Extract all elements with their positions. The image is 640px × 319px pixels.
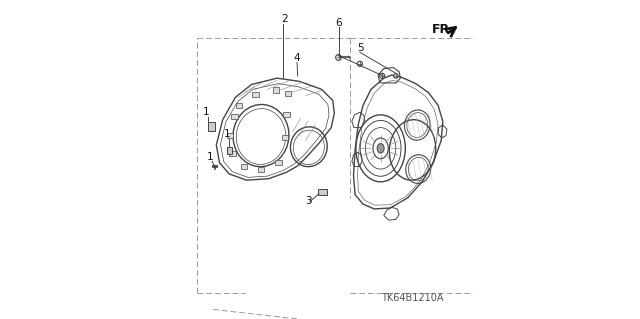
FancyBboxPatch shape: [229, 151, 236, 156]
FancyBboxPatch shape: [231, 114, 237, 119]
Circle shape: [380, 73, 385, 78]
FancyBboxPatch shape: [252, 92, 259, 97]
FancyBboxPatch shape: [236, 103, 242, 108]
Text: 4: 4: [294, 53, 300, 63]
FancyBboxPatch shape: [282, 135, 288, 140]
Ellipse shape: [377, 144, 384, 153]
FancyBboxPatch shape: [275, 160, 282, 165]
FancyBboxPatch shape: [241, 164, 247, 169]
Text: 1: 1: [224, 129, 231, 139]
FancyBboxPatch shape: [208, 122, 215, 131]
Text: 3: 3: [306, 196, 312, 206]
FancyBboxPatch shape: [227, 147, 232, 154]
Text: 1: 1: [207, 152, 213, 161]
Text: 1: 1: [203, 107, 209, 117]
FancyBboxPatch shape: [273, 87, 279, 93]
FancyBboxPatch shape: [227, 133, 233, 138]
Text: 6: 6: [335, 18, 342, 27]
FancyBboxPatch shape: [285, 91, 291, 96]
FancyBboxPatch shape: [284, 112, 290, 117]
Text: 2: 2: [281, 14, 288, 24]
Text: 5: 5: [358, 43, 364, 53]
Circle shape: [357, 61, 362, 66]
Circle shape: [335, 55, 341, 60]
Text: FR.: FR.: [432, 24, 456, 36]
FancyBboxPatch shape: [319, 189, 327, 195]
Circle shape: [394, 74, 398, 78]
Text: TK64B1210A: TK64B1210A: [381, 293, 444, 303]
FancyBboxPatch shape: [258, 167, 264, 172]
